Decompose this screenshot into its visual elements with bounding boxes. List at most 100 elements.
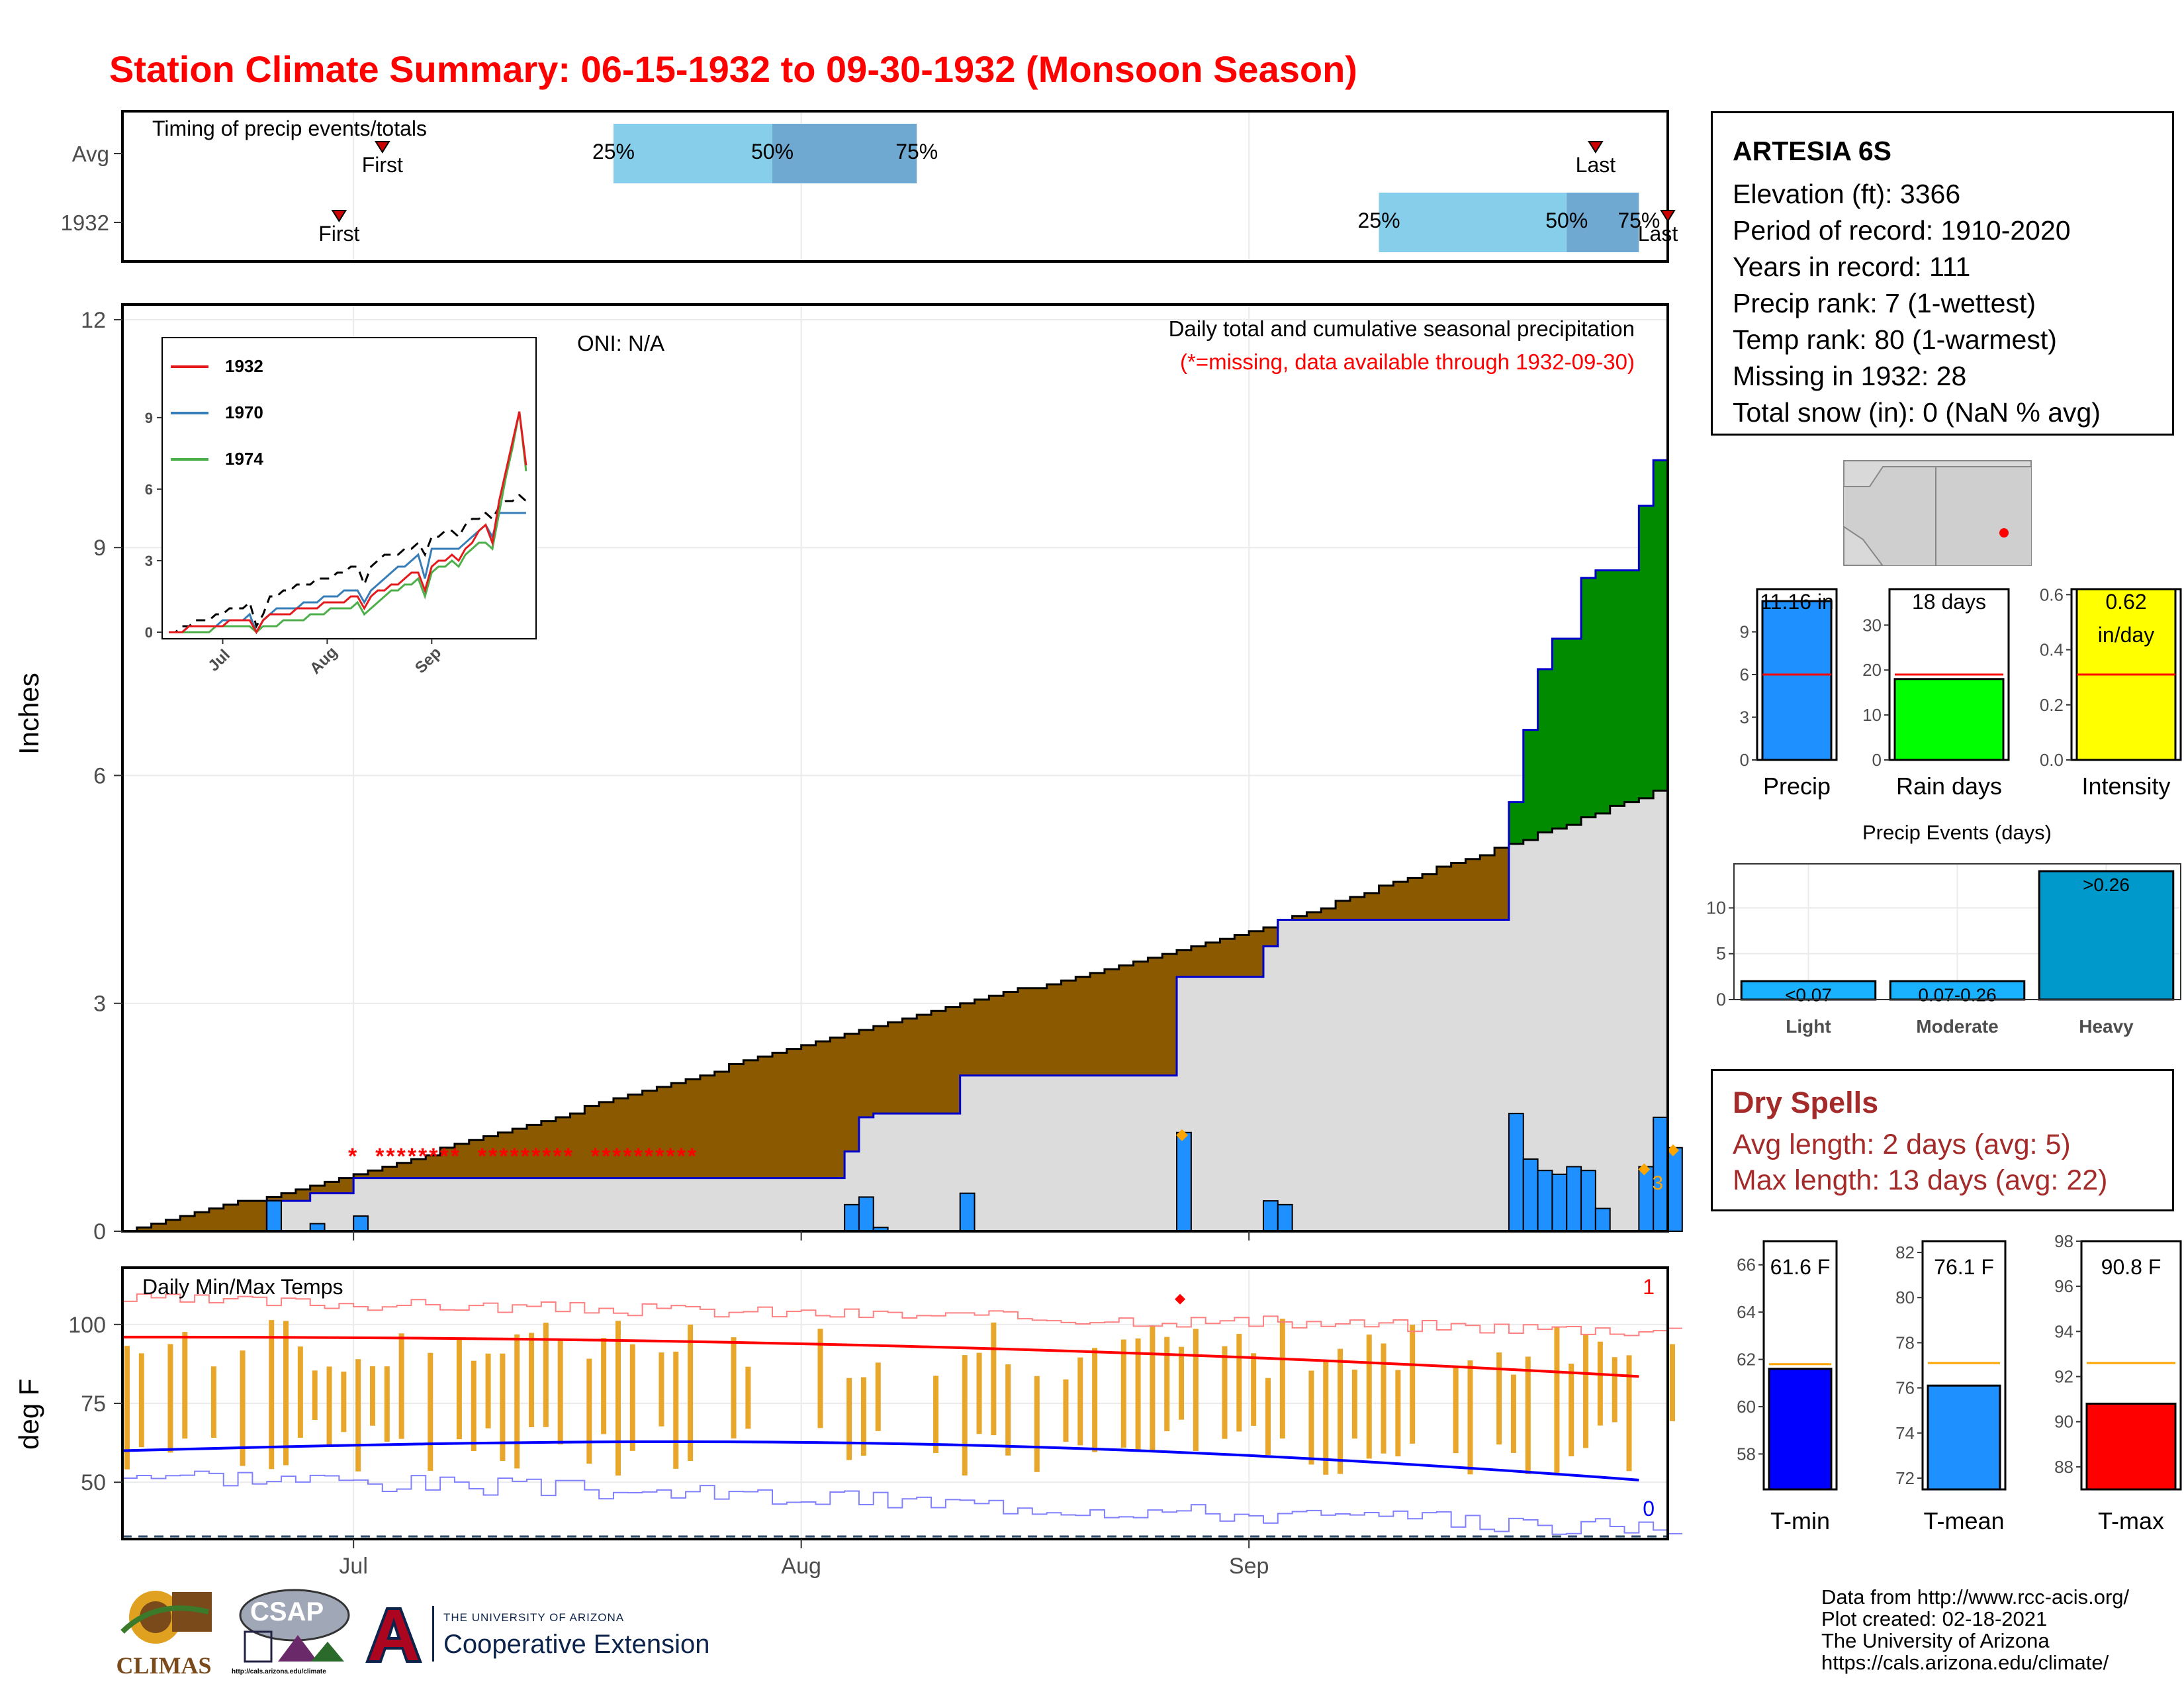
deficit-area: [1249, 931, 1264, 977]
summary-tick-label: 0: [1740, 750, 1749, 770]
summary-value-label: 0.62: [2105, 590, 2146, 614]
daily-temp-bar: [1612, 1357, 1617, 1423]
station-precip-rank: Precip rank: 7 (1-wettest): [1733, 288, 2036, 318]
temp-summary-tick-label: 82: [1895, 1243, 1915, 1262]
surplus-area: [1624, 570, 1639, 802]
daily-precip-bar: [1638, 1166, 1655, 1232]
summary-bar-Rain days: [1893, 678, 2005, 761]
temp-summary-tick-label: 60: [1737, 1397, 1756, 1417]
daily-temp-bar: [1034, 1376, 1040, 1472]
deficit-area: [165, 1219, 181, 1231]
deficit-area: [324, 1182, 340, 1194]
events-tick-label: 0: [1716, 990, 1726, 1009]
summary-label: Rain days: [1896, 773, 2002, 800]
inset-line-1974: [169, 411, 527, 634]
temp-xtick-label: Jul: [339, 1554, 367, 1579]
deficit-area: [498, 1132, 513, 1178]
timing-bar-25-50: [1379, 193, 1567, 252]
summary-label: Precip: [1763, 773, 1831, 800]
temp-summary-tick-label: 74: [1895, 1423, 1915, 1443]
deficit-area: [1032, 988, 1048, 1076]
deficit-area: [208, 1208, 224, 1231]
timing-row-label: 1932: [61, 211, 109, 235]
daily-temp-bar: [1323, 1361, 1329, 1475]
deficit-area: [844, 1033, 860, 1152]
deficit-area: [858, 1029, 874, 1117]
temp-summary-tick-label: 78: [1895, 1333, 1915, 1352]
deficit-area: [1321, 908, 1336, 920]
summary-tick-label: 3: [1740, 708, 1749, 727]
deficit-area: [541, 1121, 557, 1178]
deficit-area: [599, 1102, 614, 1178]
daily-temp-bar: [1583, 1335, 1589, 1448]
deficit-area: [195, 1212, 210, 1231]
events-frame: [1733, 863, 2181, 1000]
deficit-area: [426, 1155, 441, 1178]
daily-temp-bar: [124, 1346, 130, 1470]
temp-summary-chart: 58 60 62 64 66 61.6 F T-min 72 74 76 78 80 82 76.1 F T…: [1737, 1231, 2182, 1534]
precip-events-chart: Precip Events (days) <0.07 Light 0.07-0.26 M…: [1706, 821, 2181, 1037]
deficit-area: [642, 1090, 657, 1178]
ua-extension-logo[interactable]: THE UNIVERSITY OF ARIZONA Cooperative Ex…: [361, 1602, 745, 1668]
timing-last-label: Last: [1576, 153, 1616, 177]
extreme-marker: [1638, 1163, 1651, 1176]
deficit-area: [1046, 984, 1062, 1076]
climas-logo[interactable]: CLIMAS: [109, 1585, 218, 1679]
credit-url: https://cals.arizona.edu/climate/: [1821, 1651, 2109, 1674]
deficit-area: [469, 1140, 484, 1178]
deficit-area: [411, 1158, 426, 1178]
daily-temp-bar: [1453, 1365, 1459, 1454]
csap-logo[interactable]: CSAP http://cals.arizona.edu/climate: [232, 1585, 351, 1681]
timing-p75-label: 75%: [895, 140, 938, 164]
temp-summary-value-label: 90.8 F: [2101, 1255, 2161, 1279]
deficit-area: [1436, 867, 1452, 920]
temp-ylabel: deg F: [13, 1378, 44, 1450]
temp-summary-bar-T-max: [2085, 1402, 2177, 1491]
inset-ytick-label: 0: [145, 624, 153, 641]
daily-precip-bar: [844, 1203, 860, 1232]
surplus-area: [1581, 578, 1596, 818]
timing-first-marker: [331, 210, 347, 222]
events-category-label: Heavy: [2079, 1016, 2134, 1037]
daily-temp-bar: [297, 1346, 303, 1438]
inset-average-line: [169, 493, 527, 633]
deficit-area: [1205, 942, 1221, 977]
record-low-count: 0: [1643, 1497, 1655, 1521]
deficit-area: [830, 1037, 845, 1178]
temp-summary-tick-label: 92: [2054, 1367, 2073, 1387]
daily-temp-bar: [182, 1332, 188, 1439]
daily-temp-bar: [369, 1366, 375, 1426]
inset-ytick-label: 3: [145, 553, 153, 569]
summary-tick-label: 6: [1740, 665, 1749, 684]
daily-precip-bar: [353, 1215, 369, 1233]
inset-xtick-label: Jul: [205, 646, 234, 675]
station-name: ARTESIA 6S: [1733, 136, 1891, 166]
credits: Data from http://www.rcc-acis.org/ Plot …: [1821, 1586, 2129, 1673]
temp-chart: Daily Min/Max Temps 1 0 50 75 100 Jul Aug Sep: [68, 1266, 1682, 1579]
timing-first-marker: [374, 141, 390, 154]
station-snow: Total snow (in): 0 (NaN % avg): [1733, 397, 2101, 428]
climas-logo-text: CLIMAS: [116, 1652, 212, 1679]
daily-precip-bar: [1566, 1166, 1582, 1232]
daily-temp-bar: [471, 1360, 477, 1452]
deficit-area: [887, 1022, 903, 1114]
temp-summary-tick-label: 94: [2054, 1321, 2073, 1341]
summary-value-label: 11.16 in: [1760, 590, 1834, 614]
deficit-area: [1003, 992, 1019, 1076]
deficit-area: [238, 1201, 253, 1231]
summary-tick-label: 0.2: [2040, 695, 2064, 715]
deficit-area: [1379, 885, 1394, 920]
events-tick-label: 10: [1706, 898, 1726, 917]
deficit-area: [555, 1117, 570, 1178]
deficit-area: [729, 1064, 744, 1178]
daily-temp-bar: [659, 1352, 664, 1427]
csap-logo-url: http://cals.arizona.edu/climate: [232, 1668, 326, 1675]
summary-tick-label: 10: [1862, 705, 1882, 725]
deficit-area: [613, 1098, 629, 1178]
deficit-area: [281, 1193, 296, 1201]
daily-temp-bar: [586, 1358, 592, 1464]
daily-temp-bar: [1193, 1329, 1199, 1451]
daily-temp-bar: [138, 1353, 144, 1448]
deficit-area: [945, 1007, 961, 1114]
timing-row-label: Avg: [72, 142, 109, 166]
